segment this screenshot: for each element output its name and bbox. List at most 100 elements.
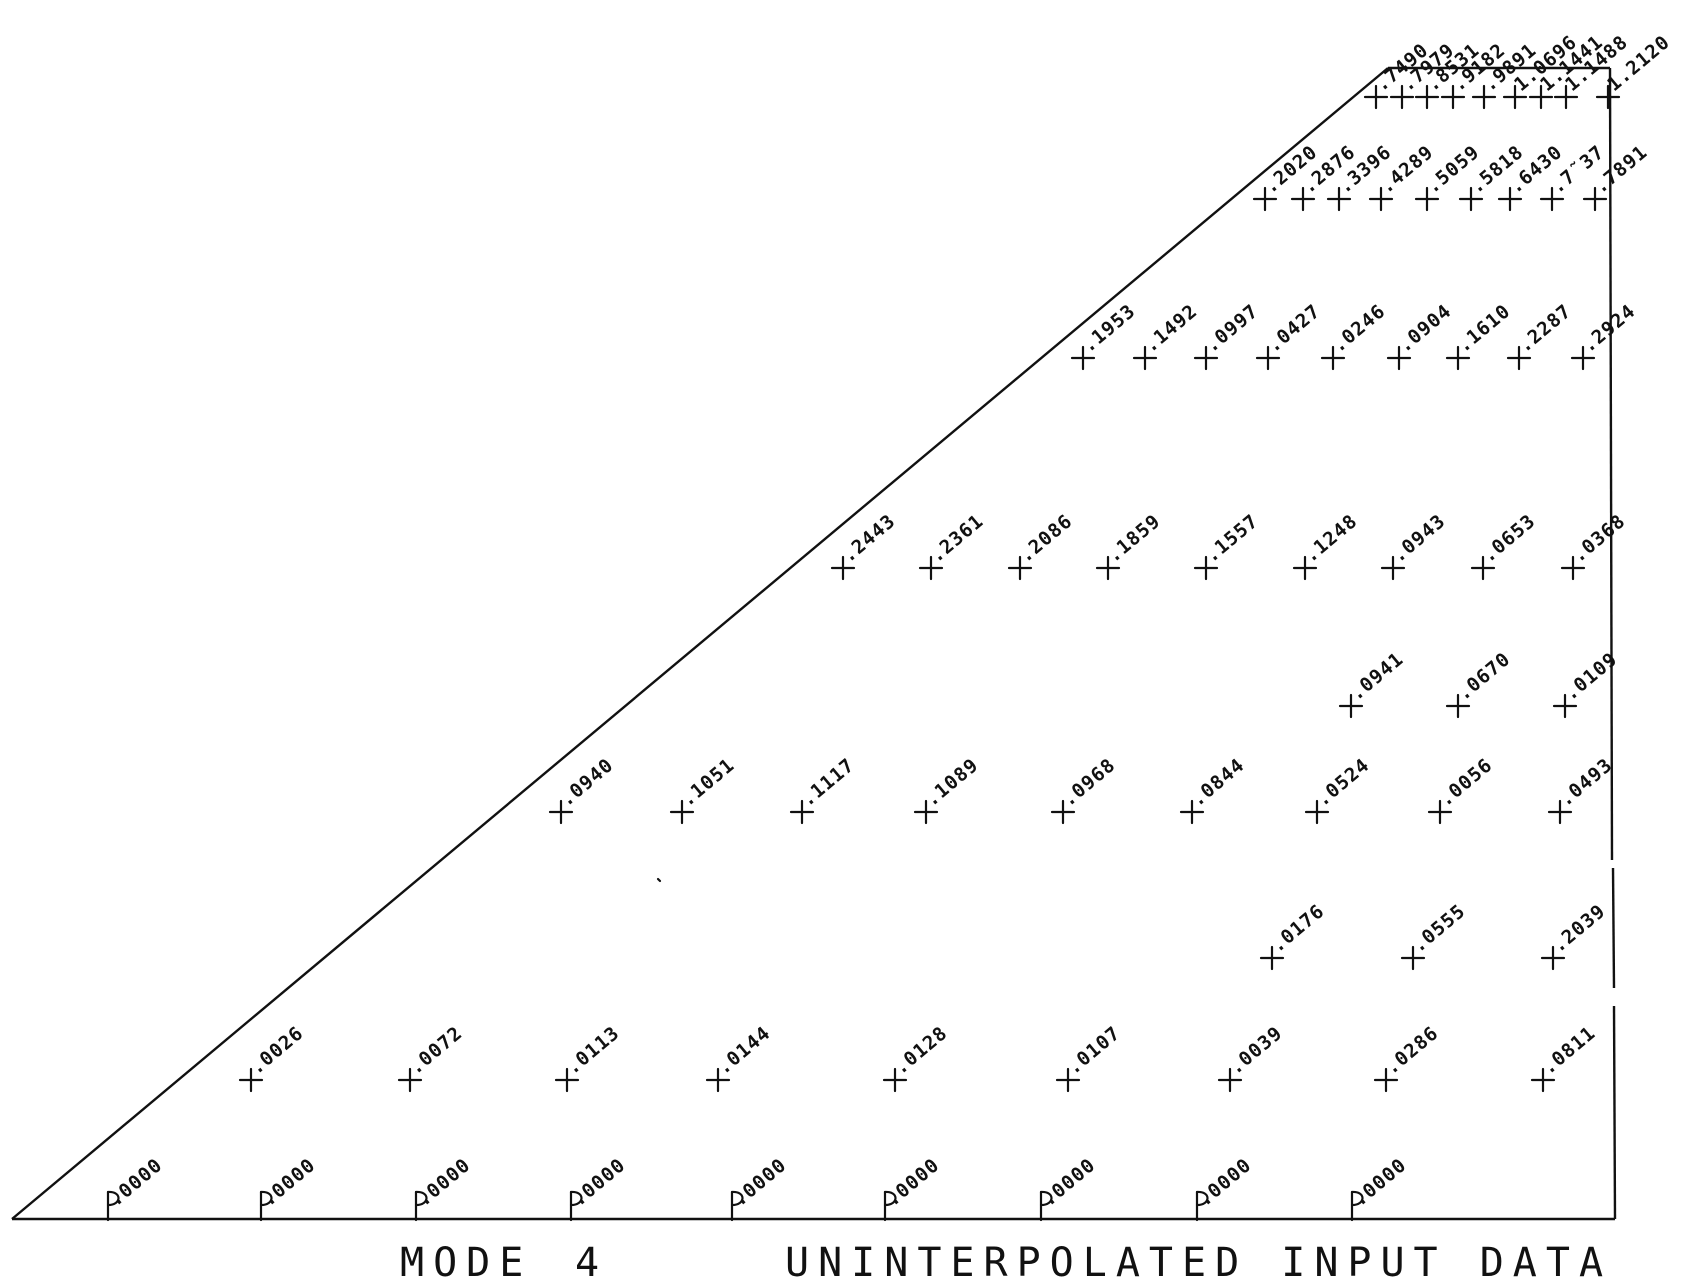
data-value-label: .1610 [1453,300,1515,357]
data-value-label: .1117 [797,754,859,811]
caption-mode-number: 4 [575,1240,608,1284]
data-value-label: .2443 [838,510,900,567]
data-value-label: .0000 [1038,1154,1100,1211]
data-point-r1-c9: .0000 [1349,1154,1411,1222]
data-value-label: .1953 [1078,300,1140,357]
data-value-label: .0670 [1453,648,1515,705]
data-value-label: .2361 [926,510,988,567]
stray-mark [656,877,662,883]
data-value-label: .0997 [1201,300,1263,357]
data-value-label: .0176 [1267,900,1329,957]
data-point-r1-c4: .0000 [568,1154,630,1222]
data-point-r7-c3: .0997 [1193,300,1263,371]
data-value-label: .0113 [562,1022,624,1079]
data-point-r4-c4: .1089 [913,754,983,825]
data-value-label: .0555 [1408,900,1470,957]
data-point-r2-c1: .0026 [238,1022,308,1093]
data-value-label: .2287 [1514,300,1576,357]
data-point-r6-c7: .0943 [1380,510,1450,581]
data-value-label: .1248 [1300,510,1362,567]
data-point-r7-c1: .1953 [1070,300,1140,371]
data-point-r2-c5: .0128 [882,1022,952,1093]
data-point-r7-c6: .0904 [1386,300,1456,371]
data-point-r5-c1: .0941 [1338,648,1408,719]
data-point-r4-c2: .1051 [669,754,739,825]
data-point-r4-c3: .1117 [789,754,859,825]
data-value-label: .0286 [1381,1022,1443,1079]
data-value-label: .0144 [713,1022,775,1079]
data-value-label: .0000 [729,1154,791,1211]
caption-mode-label: MODE [400,1240,532,1284]
data-value-label: .0941 [1346,648,1408,705]
data-point-r1-c7: .0000 [1038,1154,1100,1222]
data-value-label: .0653 [1478,510,1540,567]
data-point-r2-c7: .0039 [1217,1022,1287,1093]
data-value-label: .1051 [677,754,739,811]
data-point-r1-c3: .0000 [413,1154,475,1222]
data-point-r2-c4: .0144 [705,1022,775,1093]
p-marker-bowl [1039,1190,1053,1207]
data-point-r6-c9: .0368 [1560,510,1630,581]
data-value-label: .0524 [1312,754,1374,811]
p-marker-bowl [730,1190,744,1207]
data-point-r6-c8: .0653 [1470,510,1540,581]
data-point-r1-c6: .0000 [882,1154,944,1222]
data-value-label: .2086 [1015,510,1077,567]
data-point-r6-c2: .2361 [918,510,988,581]
data-point-r6-c1: .2443 [830,510,900,581]
data-point-r7-c5: .0246 [1320,300,1390,371]
caption: MODE 4 UNINTERPOLATED INPUT DATA [400,1240,1603,1284]
p-marker-bowl [883,1190,897,1207]
data-value-label: .0107 [1063,1022,1125,1079]
data-value-label: .0940 [556,754,618,811]
data-point-r1-c2: .0000 [258,1154,320,1222]
data-point-r4-c8: .0056 [1427,754,1497,825]
data-value-label: .0039 [1225,1022,1287,1079]
data-value-label: .1859 [1103,510,1165,567]
data-point-r1-c1: .0000 [105,1154,167,1222]
data-value-label: .0026 [246,1022,308,1079]
data-point-r3-c2: .0555 [1400,900,1470,971]
data-point-r7-c8: .2287 [1506,300,1576,371]
data-value-label: .0493 [1555,754,1617,811]
data-point-r1-c8: .0000 [1194,1154,1256,1222]
data-point-r1-c5: .0000 [729,1154,791,1222]
data-point-r6-c3: .2086 [1007,510,1077,581]
data-point-r6-c6: .1248 [1292,510,1362,581]
data-value-label: .0427 [1263,300,1325,357]
data-point-r4-c7: .0524 [1304,754,1374,825]
p-marker-bowl [414,1190,428,1207]
data-point-r2-c6: .0107 [1055,1022,1125,1093]
data-point-r7-c4: .0427 [1255,300,1325,371]
data-value-label: .0246 [1328,300,1390,357]
data-point-r3-c1: .0176 [1259,900,1329,971]
outline-right-edge-lower [1612,1005,1617,1220]
data-value-label: .0844 [1187,754,1249,811]
data-point-r6-c4: .1859 [1095,510,1165,581]
data-point-r2-c2: .0072 [397,1022,467,1093]
data-value-label: .0000 [1349,1154,1411,1211]
p-marker-bowl [106,1190,120,1207]
data-value-label: .0000 [413,1154,475,1211]
data-value-label: .0000 [568,1154,630,1211]
data-points: .0000 .0000 .0000 .0000 .0000 .0000 .0000 .0000… [105,31,1674,1222]
data-point-r6-c5: .1557 [1193,510,1263,581]
p-marker-bowl [1195,1190,1209,1207]
p-marker-bowl [259,1190,273,1207]
data-point-r2-c3: .0113 [554,1022,624,1093]
p-marker-bowl [1350,1190,1364,1207]
data-value-label: .0056 [1435,754,1497,811]
data-value-label: .0943 [1388,510,1450,567]
data-point-r7-c9: .2924 [1570,300,1640,371]
data-point-r5-c2: .0670 [1445,648,1515,719]
data-value-label: .0811 [1538,1022,1600,1079]
data-value-label: .0000 [1194,1154,1256,1211]
domain-outline [11,66,1617,1221]
data-value-label: .2039 [1548,900,1610,957]
data-value-label: .1557 [1201,510,1263,567]
data-value-label: .0968 [1058,754,1120,811]
data-value-label: .0072 [405,1022,467,1079]
data-point-r4-c9: .0493 [1547,754,1617,825]
data-value-label: .0000 [105,1154,167,1211]
